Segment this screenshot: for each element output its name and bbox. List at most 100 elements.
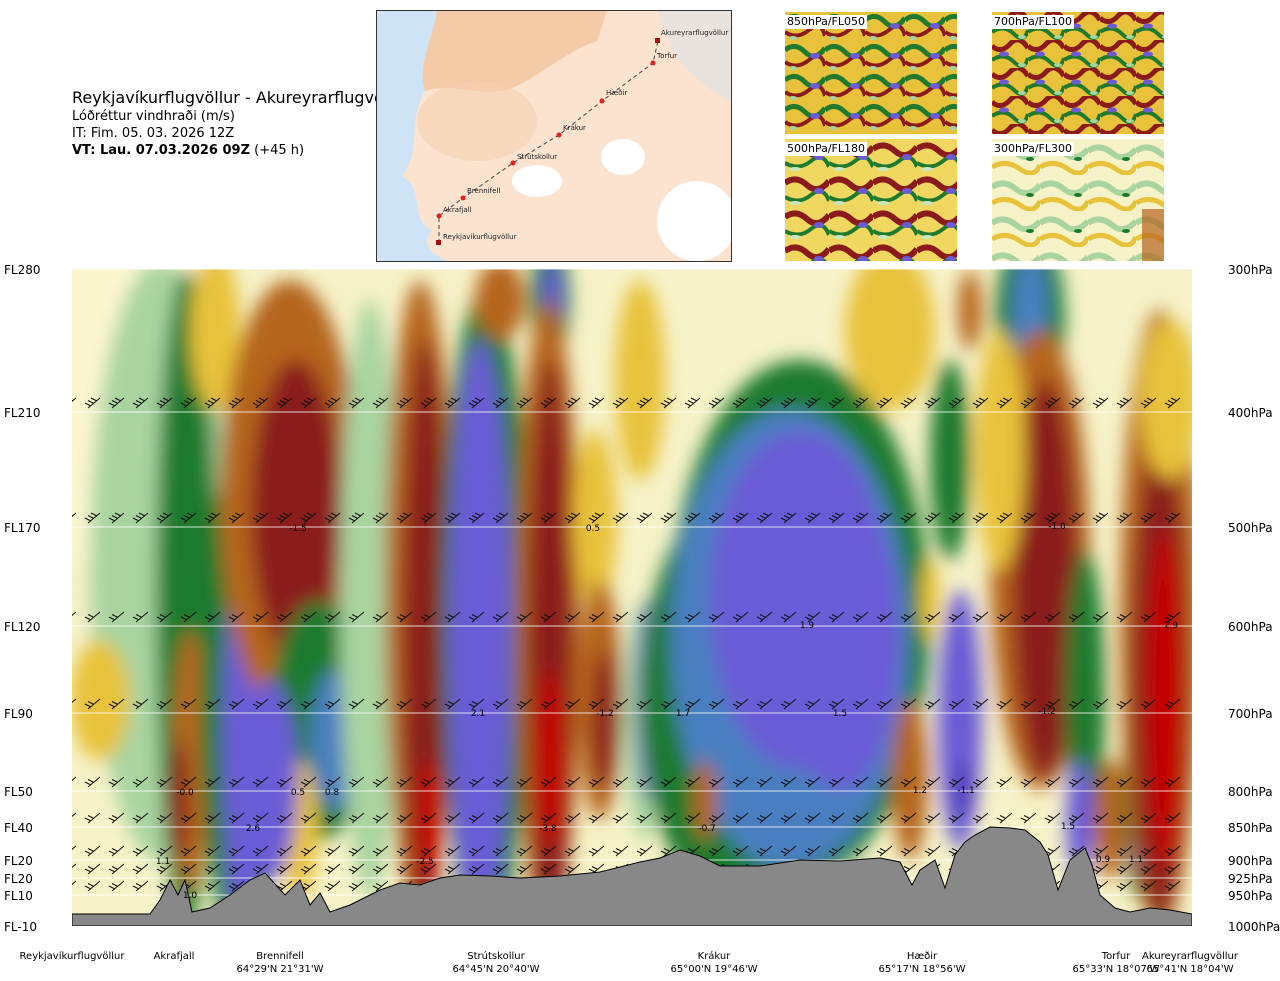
- wind-barb: [708, 812, 725, 824]
- wind-barb: [1020, 611, 1037, 623]
- wind-barb: [84, 863, 101, 875]
- wind-barb: [1044, 698, 1061, 710]
- wind-barb: [708, 698, 725, 710]
- wind-barb: [132, 776, 149, 788]
- flight-level-label: FL40: [4, 821, 33, 835]
- wind-barb: [660, 698, 677, 710]
- pressure-level-label: 600hPa: [1228, 620, 1273, 634]
- wind-barb: [852, 397, 869, 409]
- wind-barb: [180, 512, 197, 524]
- wind-barb: [924, 845, 941, 857]
- wind-barb: [1164, 863, 1181, 875]
- wind-barb: [156, 845, 173, 857]
- wind-barb: [1068, 845, 1085, 857]
- wind-barb: [564, 812, 581, 824]
- thumbnail-label: 300hPa/FL300: [992, 142, 1075, 156]
- wind-barb: [1092, 698, 1109, 710]
- thumbnail-850[interactable]: 850hPa/FL050: [785, 12, 957, 134]
- wind-barb: [828, 698, 845, 710]
- wind-barb: [372, 776, 389, 788]
- wind-barb: [924, 776, 941, 788]
- wind-barb: [84, 512, 101, 524]
- wind-barb: [661, 255, 676, 265]
- wind-barb: [1068, 611, 1085, 623]
- wind-barb: [804, 512, 821, 524]
- wind-barb: [420, 776, 437, 788]
- wind-barb: [1140, 512, 1157, 524]
- wind-barb: [205, 255, 220, 265]
- wind-barb: [756, 397, 773, 409]
- thumbnail-500[interactable]: 500hPa/FL180: [785, 139, 957, 261]
- wind-barb: [228, 698, 245, 710]
- wind-barb: [876, 776, 893, 788]
- wind-barb: [84, 845, 101, 857]
- thumbnail-700[interactable]: 700hPa/FL100: [992, 12, 1164, 134]
- wind-barb: [372, 698, 389, 710]
- wind-barb: [84, 880, 101, 892]
- wind-barb: [468, 845, 485, 857]
- terrain-profile: [72, 826, 1192, 926]
- wind-barb: [780, 812, 797, 824]
- wind-barb: [420, 863, 437, 875]
- wind-barb: [1092, 611, 1109, 623]
- wind-barb: [373, 255, 388, 265]
- wind-barb: [828, 512, 845, 524]
- field-region: [930, 360, 970, 560]
- wind-barb: [108, 611, 125, 623]
- location-label: Hæðir 65°17'N 18°56'W: [878, 951, 966, 975]
- lead-time: (+45 h): [250, 143, 305, 158]
- wind-barb: [157, 255, 172, 265]
- wind-barb: [1140, 863, 1157, 875]
- wind-barb: [900, 776, 917, 788]
- wind-barb: [540, 863, 557, 875]
- wind-barb: [348, 845, 365, 857]
- wind-barb: [516, 776, 533, 788]
- wind-barb: [612, 776, 629, 788]
- wind-barb: [588, 512, 605, 524]
- wind-barb: [300, 397, 317, 409]
- wind-barb: [156, 863, 173, 875]
- wind-barb: [84, 776, 101, 788]
- wind-barb: [876, 698, 893, 710]
- field-region: [1066, 760, 1094, 880]
- flight-level-label: FL-10: [4, 920, 37, 934]
- wind-barb: [900, 812, 917, 824]
- wind-barb: [420, 845, 437, 857]
- pressure-level-label: 925hPa: [1228, 872, 1273, 886]
- location-label: Reykjavíkurflugvöllur: [19, 951, 125, 962]
- wind-barb: [493, 255, 508, 265]
- wind-barb: [708, 397, 725, 409]
- pressure-level-label: 950hPa: [1228, 889, 1273, 903]
- wind-barb: [541, 255, 556, 265]
- wind-barb: [348, 880, 365, 892]
- wind-barb: [396, 397, 413, 409]
- wind-barb: [72, 863, 77, 868]
- wind-barb: [900, 845, 917, 857]
- wind-barb: [324, 880, 341, 892]
- pressure-level-label: 500hPa: [1228, 521, 1273, 535]
- wind-barb: [828, 611, 845, 623]
- pressure-level-label: 800hPa: [1228, 785, 1273, 799]
- contour-value-label: -1.1: [957, 786, 975, 796]
- wind-barb: [1092, 812, 1109, 824]
- thumbnail-300[interactable]: 300hPa/FL300: [992, 139, 1164, 261]
- route-title: Reykjavíkurflugvöllur - Akureyrarflugvöl…: [72, 88, 410, 107]
- location-label: Brennifell 64°29'N 21°31'W: [236, 951, 324, 975]
- wind-barb: [733, 255, 748, 265]
- wind-barb: [540, 611, 557, 623]
- wind-barb: [108, 880, 125, 892]
- title-block: Reykjavíkurflugvöllur - Akureyrarflugvöl…: [72, 88, 409, 159]
- wind-barb: [132, 863, 149, 875]
- wind-barb: [324, 845, 341, 857]
- wind-barb: [132, 880, 149, 892]
- wind-barb: [420, 812, 437, 824]
- wind-barb: [876, 812, 893, 824]
- wind-barb: [684, 611, 701, 623]
- wind-barb: [996, 698, 1013, 710]
- wind-barb: [588, 698, 605, 710]
- wind-barb: [180, 812, 197, 824]
- wind-barb: [492, 512, 509, 524]
- wind-barb: [61, 255, 76, 265]
- wind-barb: [469, 255, 484, 265]
